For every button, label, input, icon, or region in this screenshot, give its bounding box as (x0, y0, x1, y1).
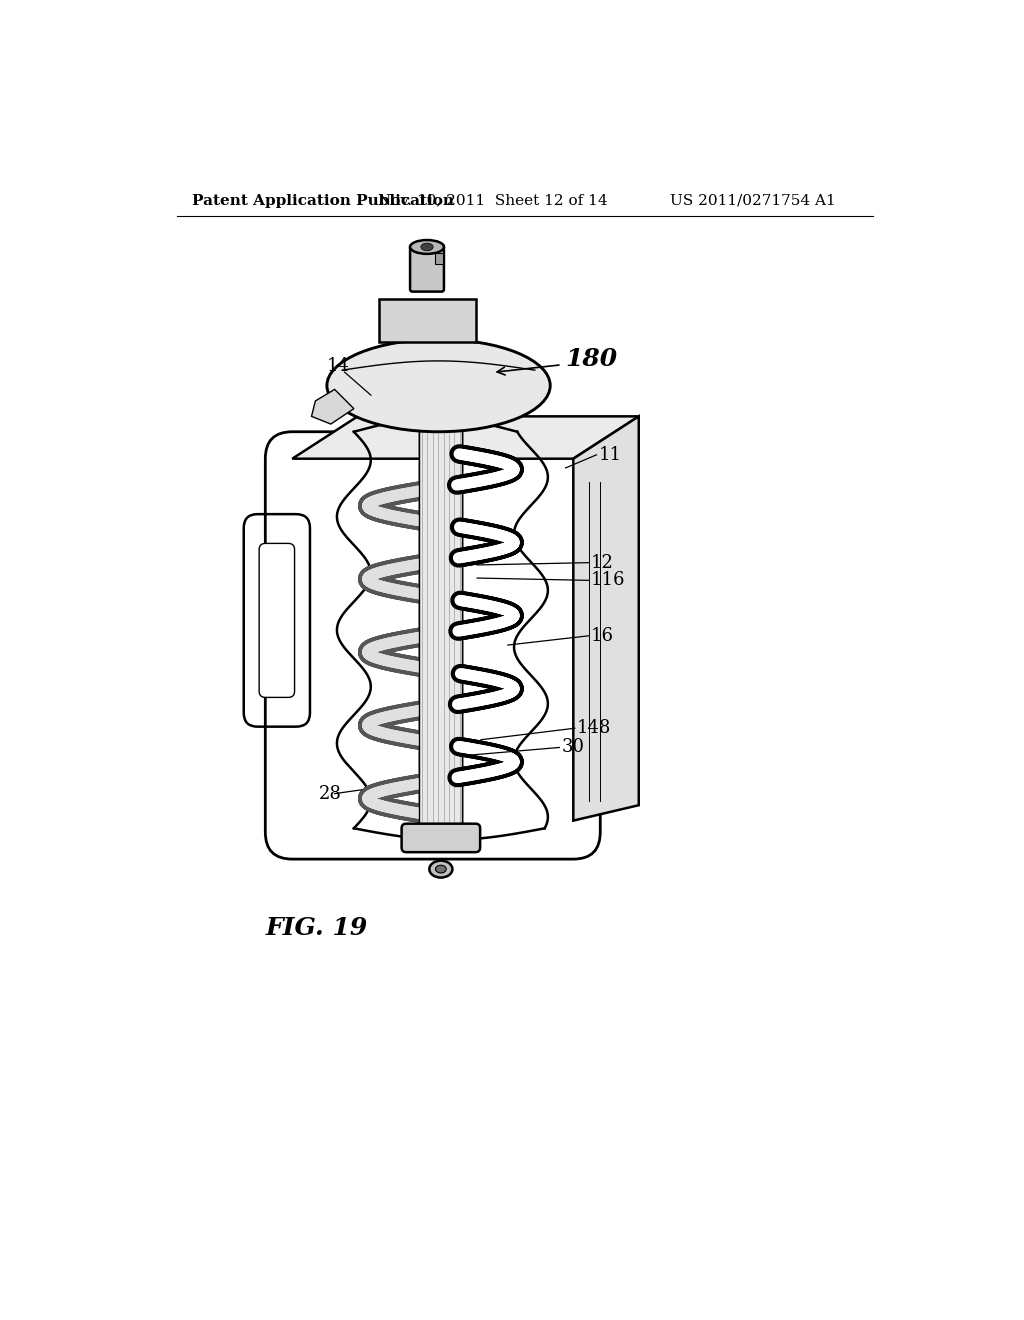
Ellipse shape (429, 861, 453, 878)
Polygon shape (573, 416, 639, 821)
Text: Patent Application Publication: Patent Application Publication (193, 194, 455, 207)
Text: US 2011/0271754 A1: US 2011/0271754 A1 (670, 194, 836, 207)
Text: 116: 116 (591, 572, 626, 589)
Text: 30: 30 (562, 738, 585, 756)
FancyBboxPatch shape (379, 298, 475, 342)
Polygon shape (311, 389, 354, 424)
Polygon shape (419, 412, 463, 829)
FancyBboxPatch shape (410, 244, 444, 292)
Text: FIG. 19: FIG. 19 (265, 916, 368, 940)
Text: 14: 14 (327, 358, 350, 375)
Polygon shape (419, 412, 463, 829)
Text: 148: 148 (578, 719, 611, 737)
Text: 28: 28 (319, 784, 342, 803)
Ellipse shape (327, 339, 550, 432)
Text: 12: 12 (591, 553, 614, 572)
Ellipse shape (435, 866, 446, 873)
Text: 11: 11 (599, 446, 622, 463)
Ellipse shape (410, 240, 444, 253)
Polygon shape (292, 416, 639, 459)
FancyBboxPatch shape (259, 544, 295, 697)
Ellipse shape (421, 243, 433, 251)
Polygon shape (435, 253, 443, 264)
Text: 180: 180 (565, 347, 617, 371)
FancyBboxPatch shape (401, 824, 480, 853)
Text: Nov. 10, 2011  Sheet 12 of 14: Nov. 10, 2011 Sheet 12 of 14 (378, 194, 607, 207)
Text: 16: 16 (591, 627, 614, 644)
